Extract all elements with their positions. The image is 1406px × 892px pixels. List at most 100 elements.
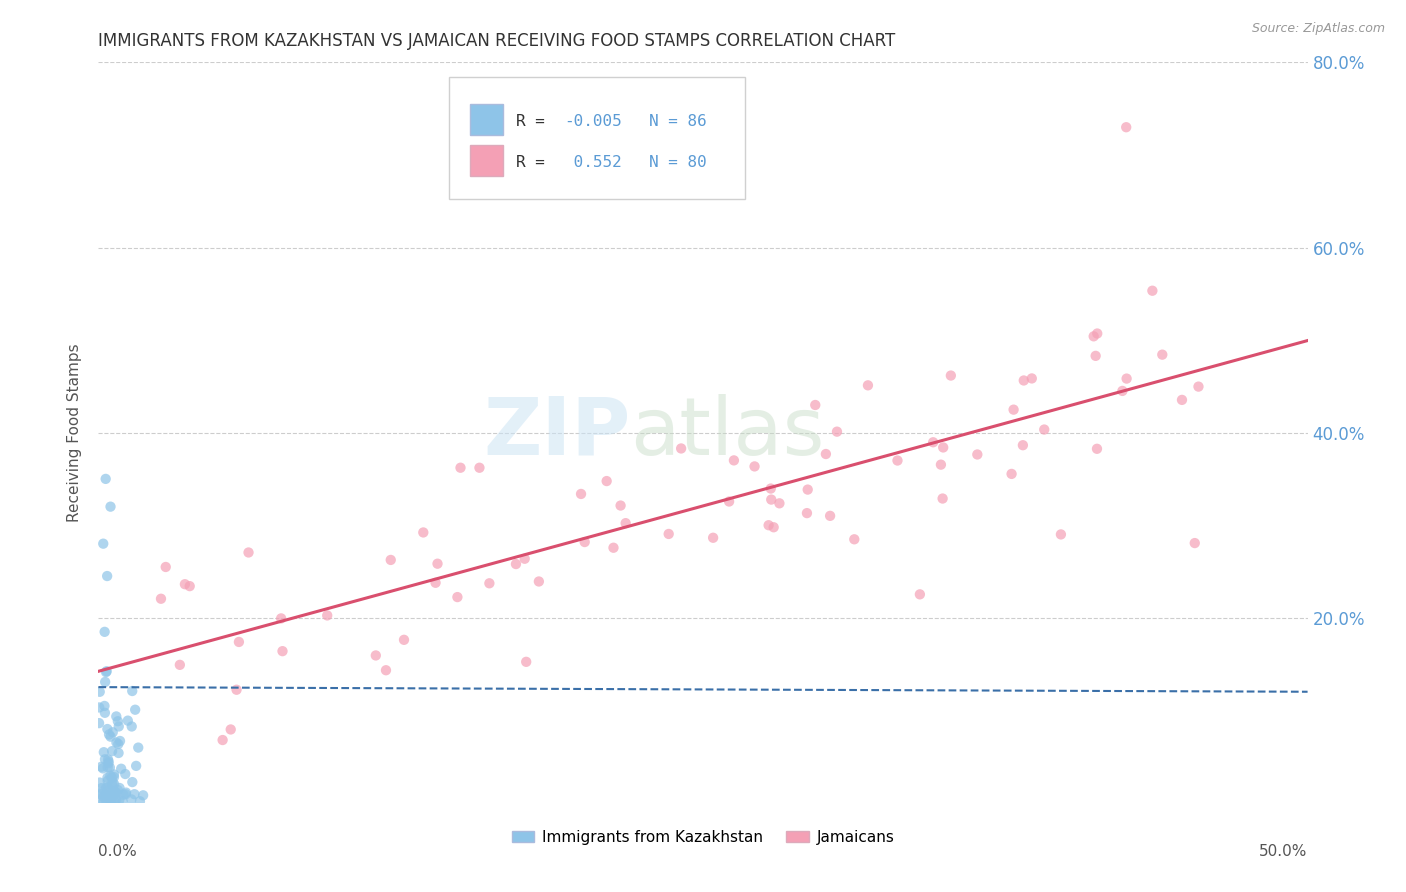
Point [818, 508, 841, 523]
Point [120, 792, 142, 806]
Point [412, 525, 434, 540]
Point [513, 551, 536, 566]
Point [132, 789, 155, 803]
Point [1012, 374, 1035, 388]
Point [97, 755, 120, 769]
Point [150, 591, 173, 606]
Point [107, 737, 129, 751]
Point [796, 506, 818, 520]
Point [107, 783, 129, 797]
Point [96, 722, 118, 736]
Point [723, 453, 745, 467]
Point [225, 682, 247, 697]
Point [1111, 384, 1133, 398]
Point [450, 460, 472, 475]
Point [93, 745, 115, 759]
Point [97, 773, 120, 788]
Point [1152, 348, 1174, 362]
Point [115, 786, 138, 800]
Point [814, 447, 837, 461]
Text: R =: R = [516, 155, 554, 169]
Point [761, 492, 783, 507]
Point [127, 740, 149, 755]
Point [98, 727, 121, 741]
Point [1000, 467, 1022, 481]
Point [105, 709, 128, 723]
Point [932, 441, 955, 455]
Point [744, 459, 766, 474]
Point [98, 795, 121, 809]
Point [89, 775, 111, 789]
Point [270, 611, 292, 625]
Point [97, 780, 120, 795]
Point [94, 675, 117, 690]
Point [527, 574, 550, 589]
Point [219, 723, 242, 737]
Point [91, 761, 114, 775]
Point [392, 632, 415, 647]
Point [107, 714, 129, 729]
Point [101, 789, 124, 804]
Point [1084, 349, 1107, 363]
Point [762, 520, 785, 534]
Point [515, 655, 537, 669]
Point [103, 767, 125, 781]
Point [114, 767, 136, 781]
Point [96, 569, 118, 583]
Point [825, 425, 848, 439]
Point [602, 541, 624, 555]
Y-axis label: Receiving Food Stamps: Receiving Food Stamps [67, 343, 83, 522]
Point [108, 734, 131, 748]
Point [96, 780, 118, 795]
Point [89, 700, 111, 714]
Point [1033, 423, 1056, 437]
FancyBboxPatch shape [470, 103, 503, 135]
Text: 0.0%: 0.0% [98, 844, 138, 858]
Point [1050, 527, 1073, 541]
Point [614, 516, 637, 530]
Point [91, 536, 114, 550]
Point [718, 494, 741, 508]
Point [1115, 120, 1137, 135]
Text: 50.0%: 50.0% [1260, 844, 1308, 858]
Point [96, 783, 118, 797]
Point [155, 560, 177, 574]
Text: Source: ZipAtlas.com: Source: ZipAtlas.com [1251, 22, 1385, 36]
Point [103, 770, 125, 784]
FancyBboxPatch shape [449, 78, 745, 200]
Point [89, 794, 111, 808]
Point [107, 746, 129, 760]
Point [103, 777, 125, 791]
Point [101, 775, 124, 789]
Text: R =: R = [516, 114, 554, 129]
Point [505, 557, 527, 571]
Point [100, 730, 122, 744]
FancyBboxPatch shape [470, 145, 503, 176]
Point [446, 590, 468, 604]
Legend: Immigrants from Kazakhstan, Jamaicans: Immigrants from Kazakhstan, Jamaicans [505, 823, 901, 851]
Point [94, 665, 117, 679]
Point [468, 460, 491, 475]
Point [228, 635, 250, 649]
Point [759, 482, 782, 496]
Point [129, 794, 152, 808]
Point [1115, 371, 1137, 385]
Point [107, 719, 129, 733]
Point [117, 714, 139, 728]
Point [105, 786, 128, 800]
Point [93, 624, 115, 639]
Point [211, 733, 233, 747]
Point [87, 716, 110, 731]
Point [89, 685, 111, 699]
Text: -0.005: -0.005 [564, 114, 621, 129]
Point [426, 557, 449, 571]
Text: ZIP: ZIP [484, 393, 630, 472]
Point [108, 780, 131, 795]
Point [94, 472, 117, 486]
Point [94, 706, 117, 720]
Point [90, 781, 112, 796]
Point [97, 752, 120, 766]
Point [478, 576, 501, 591]
Point [768, 496, 790, 510]
Point [96, 789, 118, 804]
